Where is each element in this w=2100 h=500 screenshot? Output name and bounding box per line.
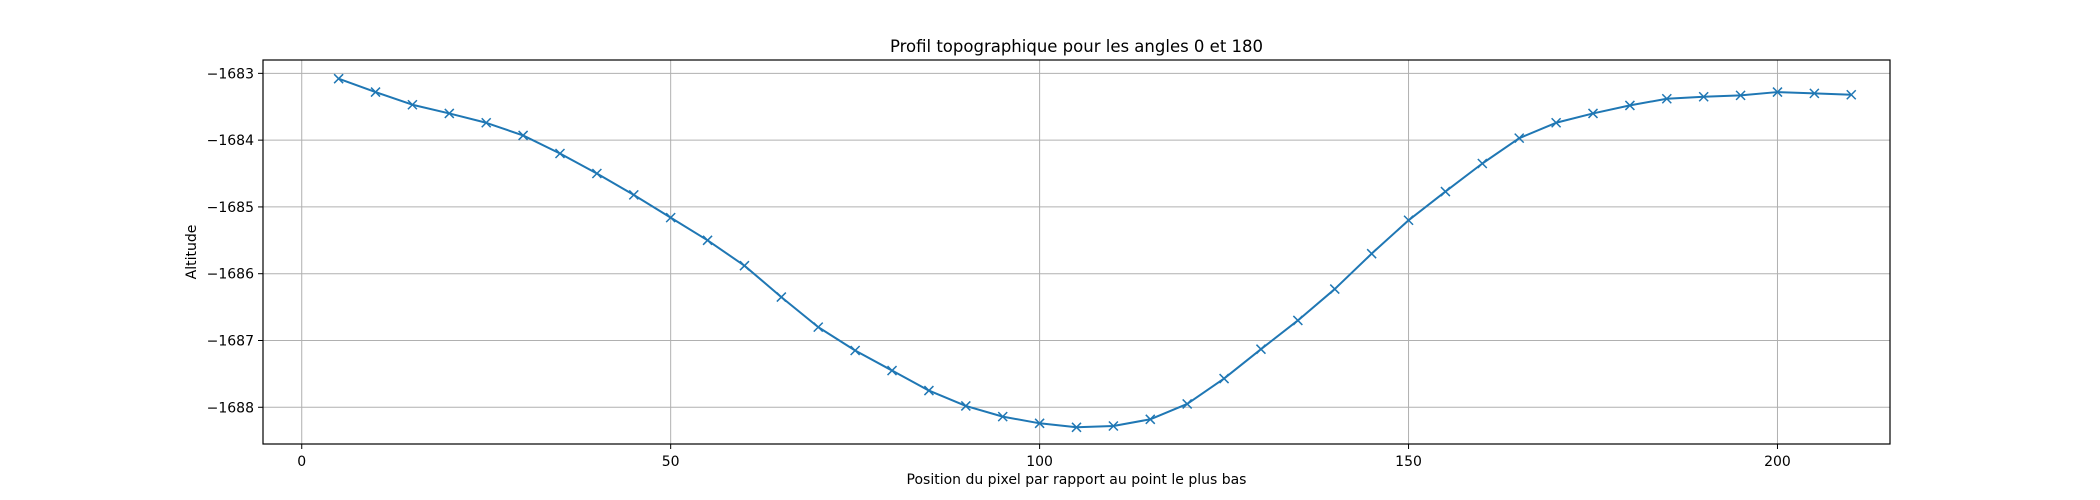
- series-line-layer: [338, 77, 1852, 429]
- marker-layer: [333, 73, 1857, 433]
- data-point: [1403, 215, 1414, 226]
- data-point: [887, 365, 898, 376]
- data-point: [1108, 420, 1119, 431]
- data-point: [407, 99, 418, 110]
- y-tick-label: −1684: [207, 133, 254, 149]
- grid: [263, 60, 1890, 444]
- data-point: [1366, 248, 1377, 259]
- data-point: [1440, 186, 1451, 197]
- data-point: [1219, 373, 1230, 384]
- data-point: [960, 400, 971, 411]
- data-point: [813, 322, 824, 333]
- data-point: [554, 148, 566, 159]
- y-tick-label: −1686: [207, 267, 254, 283]
- data-point: [1255, 344, 1267, 355]
- y-tick-label: −1683: [207, 66, 254, 82]
- data-point: [1477, 158, 1488, 169]
- data-point: [518, 130, 529, 141]
- series-line: [338, 77, 1852, 429]
- data-point: [1698, 91, 1709, 102]
- data-point: [1514, 133, 1525, 144]
- data-point: [1034, 418, 1045, 429]
- x-axis-label: Position du pixel par rapport au point l…: [907, 472, 1247, 488]
- x-tick-label: 100: [1026, 454, 1053, 470]
- data-point: [923, 385, 934, 396]
- data-point: [1292, 315, 1303, 326]
- data-point: [1071, 422, 1082, 433]
- data-point: [702, 235, 713, 246]
- data-point: [1145, 414, 1156, 425]
- x-tick-label: 200: [1764, 454, 1791, 470]
- x-tick-label: 50: [662, 454, 680, 470]
- data-point: [1182, 398, 1193, 409]
- data-point: [1587, 108, 1599, 119]
- data-point: [481, 117, 492, 128]
- y-tick-label: −1687: [207, 333, 254, 349]
- data-point: [850, 345, 861, 356]
- data-point: [776, 292, 787, 303]
- y-tick-label: −1685: [207, 200, 254, 216]
- data-point: [665, 212, 676, 223]
- data-point: [997, 411, 1008, 422]
- data-point: [370, 87, 381, 98]
- plot-frame: [262, 59, 1891, 445]
- data-point: [1624, 100, 1635, 111]
- data-point: [628, 189, 639, 200]
- data-point: [1735, 90, 1746, 101]
- data-point: [444, 108, 455, 119]
- data-point: [1772, 87, 1783, 98]
- y-axis-label: Altitude: [184, 225, 200, 280]
- x-tick-label: 150: [1395, 454, 1422, 470]
- x-tick-label: 0: [297, 454, 306, 470]
- data-point: [739, 260, 750, 271]
- data-point: [591, 168, 602, 179]
- data-point: [1846, 89, 1857, 100]
- data-point: [1551, 117, 1562, 128]
- tick-layer: 0 50 100 150 200 −1683 −1684 −1685 −1686 −1687 −16…: [207, 66, 1791, 470]
- data-point: [1809, 88, 1820, 99]
- data-point: [1661, 93, 1672, 104]
- data-point: [1329, 284, 1340, 295]
- y-tick-label: −1688: [207, 400, 254, 416]
- data-point: [333, 73, 344, 84]
- chart-title: Profil topographique pour les angles 0 e…: [890, 37, 1263, 56]
